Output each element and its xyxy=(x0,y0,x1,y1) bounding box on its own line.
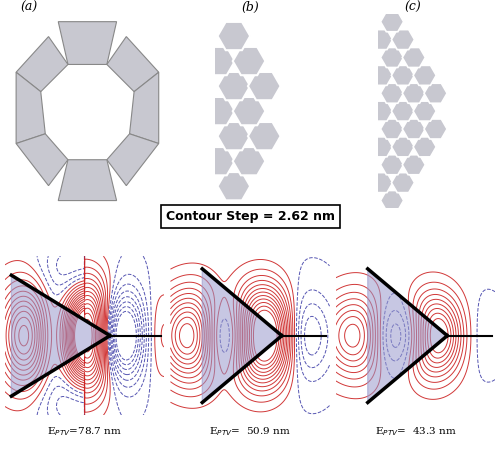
Text: (a): (a) xyxy=(20,1,38,14)
Text: Contour Step = 2.62 nm: Contour Step = 2.62 nm xyxy=(166,210,334,223)
Text: E$_{PTV}$=  43.3 nm: E$_{PTV}$= 43.3 nm xyxy=(374,425,456,438)
Polygon shape xyxy=(202,47,235,75)
Polygon shape xyxy=(402,83,425,103)
Polygon shape xyxy=(232,47,266,75)
Polygon shape xyxy=(413,101,436,121)
Polygon shape xyxy=(392,30,414,50)
Polygon shape xyxy=(202,147,235,175)
Polygon shape xyxy=(12,275,110,396)
Polygon shape xyxy=(218,122,250,150)
Polygon shape xyxy=(130,72,158,144)
Polygon shape xyxy=(380,83,404,103)
Polygon shape xyxy=(380,12,404,32)
Polygon shape xyxy=(202,97,235,125)
Polygon shape xyxy=(402,119,425,139)
Polygon shape xyxy=(58,160,116,200)
Title: (b): (b) xyxy=(241,1,259,14)
Polygon shape xyxy=(218,22,250,50)
Polygon shape xyxy=(218,72,250,100)
Polygon shape xyxy=(380,119,404,139)
Polygon shape xyxy=(232,147,266,175)
Polygon shape xyxy=(58,22,116,64)
Polygon shape xyxy=(413,65,436,85)
Polygon shape xyxy=(368,269,448,402)
Polygon shape xyxy=(402,155,425,175)
Text: E$_{PTV}$=  50.9 nm: E$_{PTV}$= 50.9 nm xyxy=(209,425,291,438)
Polygon shape xyxy=(392,101,414,121)
Polygon shape xyxy=(16,134,68,186)
Polygon shape xyxy=(370,173,393,193)
Polygon shape xyxy=(218,172,250,200)
Polygon shape xyxy=(370,101,393,121)
Polygon shape xyxy=(16,72,46,144)
Polygon shape xyxy=(248,122,280,150)
Polygon shape xyxy=(413,137,436,157)
Polygon shape xyxy=(107,37,158,92)
Polygon shape xyxy=(370,30,393,50)
Polygon shape xyxy=(370,65,393,85)
Polygon shape xyxy=(370,137,393,157)
Polygon shape xyxy=(232,97,266,125)
Polygon shape xyxy=(380,190,404,211)
Polygon shape xyxy=(380,48,404,68)
Polygon shape xyxy=(392,65,414,85)
Polygon shape xyxy=(248,72,280,100)
Polygon shape xyxy=(202,269,282,402)
Polygon shape xyxy=(16,37,68,92)
Polygon shape xyxy=(380,155,404,175)
Polygon shape xyxy=(392,137,414,157)
Text: E$_{PTV}$=78.7 nm: E$_{PTV}$=78.7 nm xyxy=(47,425,122,438)
Polygon shape xyxy=(424,83,447,103)
Polygon shape xyxy=(107,134,158,186)
Polygon shape xyxy=(392,173,414,193)
Polygon shape xyxy=(402,48,425,68)
Title: (c): (c) xyxy=(404,1,421,14)
Polygon shape xyxy=(424,119,447,139)
